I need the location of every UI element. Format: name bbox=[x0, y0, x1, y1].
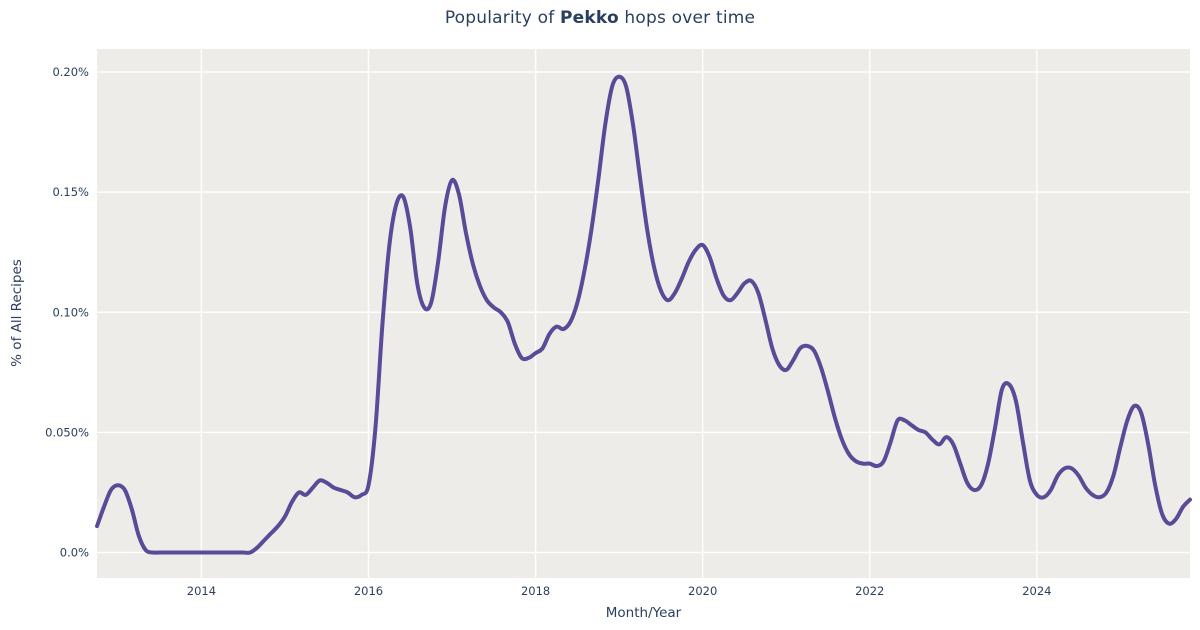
y-tick-label: 0.15% bbox=[52, 185, 89, 199]
plot-area bbox=[97, 49, 1190, 578]
y-axis-title: % of All Recipes bbox=[9, 259, 25, 367]
chart-title-prefix: Popularity of bbox=[444, 8, 560, 28]
x-tick-label: 2014 bbox=[187, 584, 216, 598]
x-tick-label: 2024 bbox=[1022, 584, 1051, 598]
chart-title-suffix: hops over time bbox=[618, 8, 756, 28]
x-axis-title: Month/Year bbox=[605, 605, 682, 621]
y-tick-label: 0.050% bbox=[45, 425, 89, 439]
x-tick-label: 2018 bbox=[521, 584, 550, 598]
gridlines bbox=[97, 49, 1190, 578]
x-tick-label: 2016 bbox=[354, 584, 383, 598]
x-tick-label: 2020 bbox=[688, 584, 717, 598]
x-tick-label: 2022 bbox=[855, 584, 884, 598]
chart-title: Popularity of Pekko hops over time bbox=[0, 8, 1200, 28]
series-line-pekko bbox=[95, 74, 1192, 555]
y-tick-label: 0.10% bbox=[52, 305, 89, 319]
chart-title-hop-name: Pekko bbox=[560, 8, 619, 28]
y-tick-label: 0.0% bbox=[60, 546, 89, 560]
y-tick-label: 0.20% bbox=[52, 65, 89, 79]
